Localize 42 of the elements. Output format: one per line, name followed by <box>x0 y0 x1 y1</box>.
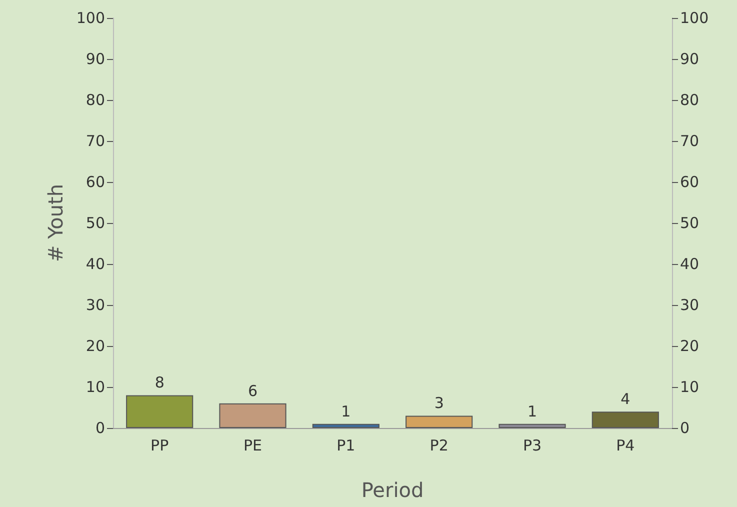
data-label: 8 <box>154 374 164 392</box>
y-tick-label: 20 <box>86 337 105 355</box>
y2-tick-label: 20 <box>680 337 700 355</box>
data-label: 6 <box>248 382 258 400</box>
bar <box>498 424 566 428</box>
x-tick-label: P3 <box>522 436 542 454</box>
y2-tick-label: 30 <box>680 296 700 314</box>
y-axis-title: # Youth <box>43 184 68 262</box>
y-tick-label: 10 <box>86 378 105 396</box>
y2-tick-label: 80 <box>680 91 700 109</box>
x-axis-title: Period <box>361 478 424 502</box>
data-label: 4 <box>620 390 630 408</box>
y2-tick-label: 0 <box>680 419 690 437</box>
data-label: 3 <box>434 394 444 412</box>
x-tick-label: PP <box>150 436 169 454</box>
data-label: 1 <box>527 402 538 420</box>
y-tick-label: 100 <box>76 9 105 27</box>
y-tick-label: 90 <box>86 50 105 68</box>
y-tick-label: 30 <box>86 296 105 314</box>
y-tick-label: 70 <box>86 132 105 150</box>
y2-tick-label: 70 <box>680 132 700 150</box>
y-tick-label: 80 <box>86 91 105 109</box>
y-tick-label: 0 <box>95 419 105 437</box>
x-tick-label: P1 <box>336 436 356 454</box>
y-tick-label: 60 <box>86 173 105 191</box>
bar <box>126 395 194 428</box>
y2-tick-label: 50 <box>680 214 700 232</box>
bar <box>312 424 380 428</box>
y2-tick-label: 90 <box>680 50 700 68</box>
y-tick-label: 50 <box>86 214 105 232</box>
bar <box>406 416 473 428</box>
x-tick-label: P4 <box>616 436 635 454</box>
y2-tick-label: 10 <box>680 378 700 396</box>
x-tick-label: P2 <box>430 436 448 454</box>
bar <box>592 412 659 428</box>
y2-tick-label: 100 <box>680 9 709 27</box>
x-tick-label: PE <box>243 436 262 454</box>
bar <box>219 403 286 428</box>
y2-tick-label: 40 <box>680 255 700 273</box>
y2-tick-label: 60 <box>680 173 700 191</box>
data-label: 1 <box>341 402 351 420</box>
y-tick-label: 40 <box>86 255 105 273</box>
